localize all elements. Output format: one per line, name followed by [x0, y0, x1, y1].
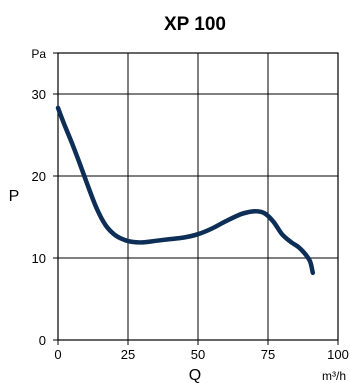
y-unit-label: Pa [31, 47, 46, 61]
x-tick-label: 75 [261, 347, 275, 362]
chart-title: XP 100 [164, 14, 226, 35]
y-tick-label: 30 [32, 87, 46, 102]
grid [53, 52, 339, 345]
series-line [55, 105, 316, 276]
y-tick-label: 10 [32, 251, 46, 266]
x-tick-label: 100 [327, 347, 349, 362]
x-tick-label: 50 [191, 347, 205, 362]
y-tick-label: 0 [39, 333, 46, 348]
y-axis-label: P [9, 188, 20, 205]
x-unit-label: m³/h [322, 369, 346, 383]
x-tick-label: 0 [54, 347, 61, 362]
y-tick-label: 20 [32, 169, 46, 184]
plot-frame [57, 52, 339, 341]
series-layer [55, 105, 316, 276]
x-tick-label: 25 [121, 347, 135, 362]
tick-labels: 0 25 50 75 100 0 10 20 30 [32, 87, 349, 362]
x-axis-label: Q [189, 367, 201, 383]
